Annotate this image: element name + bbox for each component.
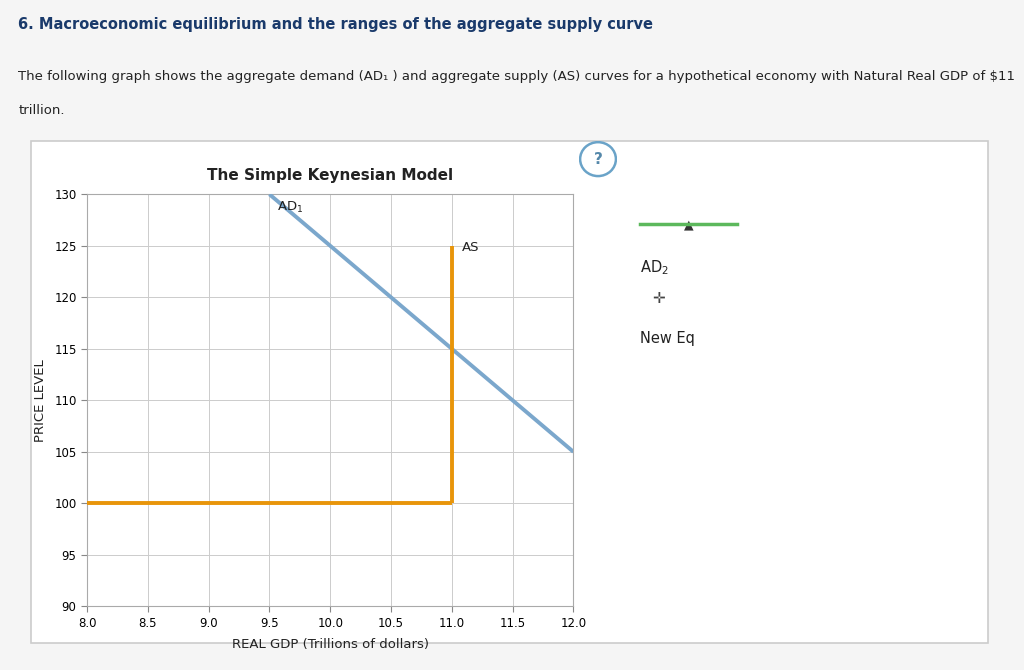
Text: ?: ?: [594, 151, 602, 167]
Text: The following graph shows the aggregate demand (AD₁ ) and aggregate supply (AS) : The following graph shows the aggregate …: [18, 70, 1016, 83]
Text: AS: AS: [462, 241, 479, 254]
Title: The Simple Keynesian Model: The Simple Keynesian Model: [207, 168, 454, 184]
Y-axis label: PRICE LEVEL: PRICE LEVEL: [34, 359, 47, 442]
Text: ▲: ▲: [684, 218, 693, 231]
X-axis label: REAL GDP (Trillions of dollars): REAL GDP (Trillions of dollars): [231, 638, 429, 651]
Text: AD$_2$: AD$_2$: [640, 259, 669, 277]
Text: 6. Macroeconomic equilibrium and the ranges of the aggregate supply curve: 6. Macroeconomic equilibrium and the ran…: [18, 17, 653, 31]
Text: New Eq: New Eq: [640, 331, 695, 346]
Text: ✛: ✛: [652, 291, 665, 306]
Text: AD$_1$: AD$_1$: [276, 200, 303, 214]
Text: trillion.: trillion.: [18, 104, 65, 117]
